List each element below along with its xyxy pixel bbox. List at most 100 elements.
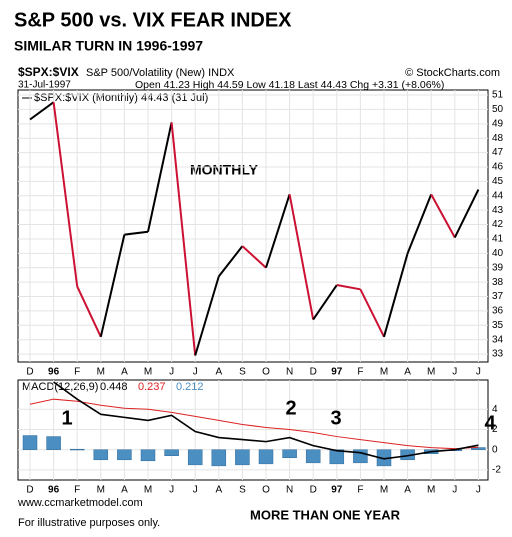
line-segment bbox=[383, 253, 409, 338]
line-segment bbox=[124, 230, 149, 236]
annotation: 2 bbox=[285, 397, 296, 419]
x-tick-label: 96 bbox=[48, 485, 60, 496]
x-tick-label: F bbox=[357, 367, 363, 378]
x-tick-label: D bbox=[310, 367, 317, 378]
x-tick-label: A bbox=[121, 485, 128, 496]
x-tick-label: S bbox=[239, 485, 246, 496]
macd-line bbox=[53, 381, 479, 460]
histogram-bar bbox=[93, 449, 109, 461]
histogram-bar bbox=[140, 449, 156, 462]
x-tick-label: D bbox=[26, 485, 33, 496]
line-segment bbox=[359, 288, 385, 338]
histogram-bar bbox=[305, 449, 321, 464]
annotation: 3 bbox=[330, 407, 341, 429]
symbol: $SPX:$VIX bbox=[18, 65, 79, 79]
x-tick-label: M bbox=[144, 485, 152, 496]
line-segment bbox=[99, 234, 126, 338]
x-tick-label: M bbox=[97, 367, 105, 378]
line-segment bbox=[265, 194, 291, 269]
y-tick-label: 33 bbox=[492, 349, 504, 360]
description: S&P 500/Volatility (New) INDX bbox=[86, 67, 235, 79]
histogram-bar bbox=[282, 449, 297, 459]
x-tick-label: J bbox=[452, 367, 457, 378]
line-segment bbox=[406, 193, 433, 254]
x-tick-label: J bbox=[169, 367, 174, 378]
chart-title: S&P 500 vs. VIX FEAR INDEX bbox=[14, 9, 292, 31]
legend: $SPX:$VIX (Monthly) 44.43 (31 Jul) bbox=[34, 92, 208, 104]
x-tick-label: A bbox=[404, 367, 411, 378]
line-segment bbox=[194, 276, 220, 356]
y-tick-label: 42 bbox=[492, 219, 504, 230]
line-segment bbox=[147, 122, 173, 232]
annotation: MONTHLY bbox=[190, 162, 259, 178]
histogram-bar bbox=[258, 449, 274, 465]
line-segment bbox=[312, 284, 338, 321]
date: 31-Jul-1997 bbox=[18, 80, 71, 91]
x-tick-label: M bbox=[380, 367, 388, 378]
x-tick-label: 97 bbox=[331, 367, 343, 378]
legend-value: 0.212 bbox=[176, 381, 204, 393]
legend-value: 0.448 bbox=[100, 381, 128, 393]
x-tick-label: A bbox=[121, 367, 128, 378]
y-tick-label: 39 bbox=[492, 262, 504, 273]
x-tick-label: M bbox=[427, 367, 435, 378]
x-tick-label: F bbox=[74, 367, 80, 378]
y-tick-label: 44 bbox=[492, 190, 504, 201]
x-tick-label: A bbox=[215, 485, 222, 496]
y-tick-label: 34 bbox=[492, 334, 504, 345]
line-segment bbox=[170, 122, 197, 356]
x-tick-label: J bbox=[452, 485, 457, 496]
x-tick-label: N bbox=[286, 485, 293, 496]
line-segment bbox=[430, 193, 456, 238]
y-tick-label: 43 bbox=[492, 205, 504, 216]
footer-right: MORE THAN ONE YEAR bbox=[250, 507, 401, 522]
source: © StockCharts.com bbox=[405, 67, 500, 79]
x-tick-label: 97 bbox=[331, 485, 343, 496]
footer-note: For illustrative purposes only. bbox=[18, 517, 160, 529]
footer-left: www.ccmarketmodel.com bbox=[17, 497, 143, 509]
y-tick-label: 51 bbox=[492, 90, 504, 101]
x-tick-label: N bbox=[286, 367, 293, 378]
x-tick-label: F bbox=[357, 485, 363, 496]
line-segment bbox=[76, 286, 102, 338]
y-tick-label: 4 bbox=[492, 404, 498, 415]
x-tick-label: M bbox=[427, 485, 435, 496]
histogram-bar bbox=[69, 448, 85, 451]
histogram-bar bbox=[22, 435, 38, 450]
x-tick-label: J bbox=[169, 485, 174, 496]
main-panel bbox=[17, 89, 489, 363]
y-tick-label: 46 bbox=[492, 162, 504, 173]
y-tick-label: 37 bbox=[492, 291, 504, 302]
histogram-bar bbox=[164, 449, 179, 457]
histogram-bar bbox=[235, 449, 250, 466]
line-segment bbox=[336, 284, 361, 291]
y-tick-label: 50 bbox=[492, 104, 504, 115]
macd-line bbox=[29, 398, 479, 450]
chart-subtitle: SIMILAR TURN IN 1996-1997 bbox=[14, 38, 203, 54]
annotation: 4 bbox=[484, 412, 496, 434]
line-segment bbox=[288, 194, 315, 320]
x-tick-label: D bbox=[26, 367, 33, 378]
line-segment bbox=[29, 101, 55, 121]
y-tick-label: 40 bbox=[492, 248, 504, 259]
y-tick-label: 47 bbox=[492, 147, 504, 158]
x-tick-label: F bbox=[74, 485, 80, 496]
y-tick-label: 41 bbox=[492, 234, 504, 245]
line-segment bbox=[241, 245, 267, 269]
x-tick-label: S bbox=[239, 367, 246, 378]
y-tick-label: 45 bbox=[492, 176, 504, 187]
x-tick-label: 96 bbox=[48, 367, 60, 378]
y-tick-label: 38 bbox=[492, 277, 504, 288]
histogram-bar bbox=[211, 449, 227, 467]
x-tick-label: O bbox=[262, 485, 270, 496]
quote: Open 41.23 High 44.59 Low 41.18 Last 44.… bbox=[135, 79, 444, 91]
histogram-bar bbox=[329, 449, 345, 465]
y-tick-label: 48 bbox=[492, 133, 504, 144]
y-tick-label: -2 bbox=[492, 465, 501, 476]
line-segment bbox=[218, 245, 244, 277]
histogram-bar bbox=[187, 449, 203, 466]
line-segment bbox=[52, 102, 79, 287]
x-tick-label: J bbox=[193, 367, 198, 378]
line-segment bbox=[453, 189, 480, 238]
